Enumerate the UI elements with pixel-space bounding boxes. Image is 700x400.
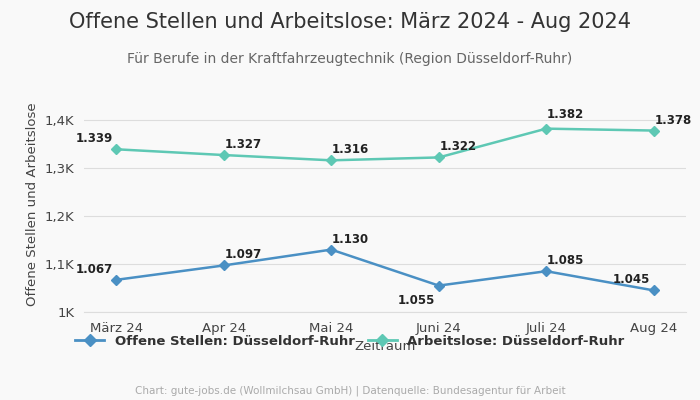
Text: 1.378: 1.378 [654,114,692,127]
Text: 1.327: 1.327 [225,138,262,151]
Text: 1.085: 1.085 [547,254,584,267]
Text: 1.130: 1.130 [332,233,370,246]
Y-axis label: Offene Stellen und Arbeitslose: Offene Stellen und Arbeitslose [26,102,39,306]
Text: Für Berufe in der Kraftfahrzeugtechnik (Region Düsseldorf-Ruhr): Für Berufe in der Kraftfahrzeugtechnik (… [127,52,573,66]
Legend: Offene Stellen: Düsseldorf-Ruhr, Arbeitslose: Düsseldorf-Ruhr: Offene Stellen: Düsseldorf-Ruhr, Arbeits… [70,330,630,354]
Text: 1.067: 1.067 [76,263,113,276]
Text: 1.097: 1.097 [225,248,262,262]
Text: Offene Stellen und Arbeitslose: März 2024 - Aug 2024: Offene Stellen und Arbeitslose: März 202… [69,12,631,32]
Text: 1.339: 1.339 [76,132,113,145]
Text: 1.055: 1.055 [398,294,435,307]
Text: 1.316: 1.316 [332,143,370,156]
Text: Chart: gute-jobs.de (Wollmilchsau GmbH) | Datenquelle: Bundesagentur für Arbeit: Chart: gute-jobs.de (Wollmilchsau GmbH) … [134,386,566,396]
Text: 1.045: 1.045 [612,274,650,286]
Text: 1.382: 1.382 [547,108,584,120]
Text: 1.322: 1.322 [440,140,477,154]
X-axis label: Zeitraum: Zeitraum [354,340,416,353]
